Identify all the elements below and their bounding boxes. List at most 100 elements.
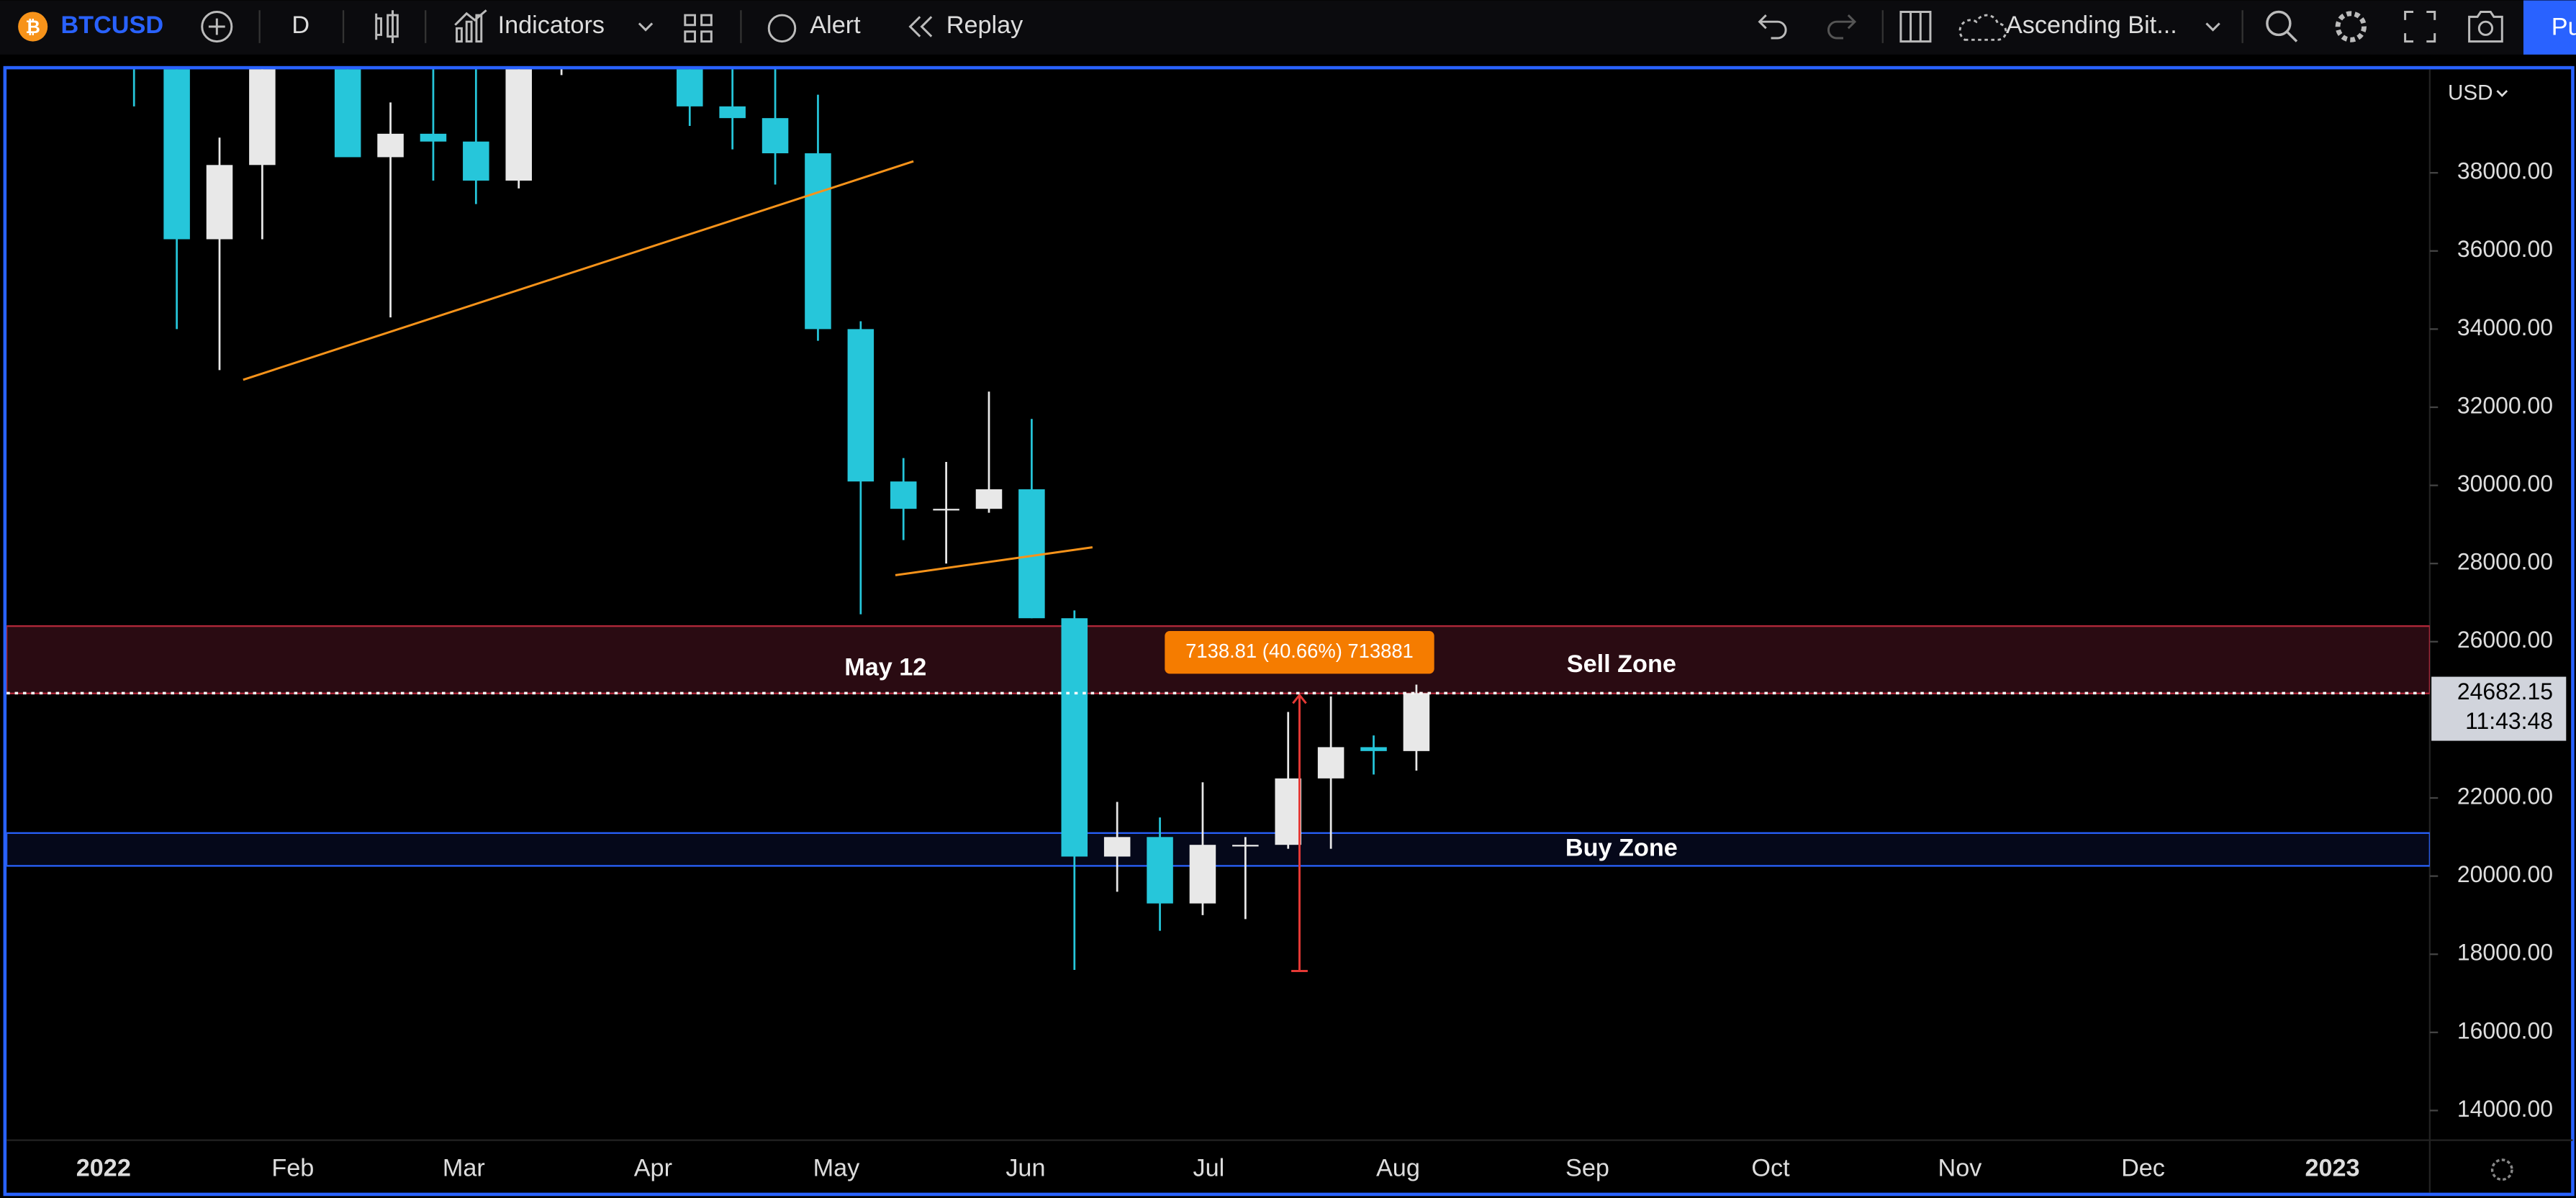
indicators[interactable]: Indicators — [498, 12, 605, 39]
add-symbol[interactable] — [201, 11, 233, 43]
candle-body — [1275, 778, 1301, 845]
candle-body — [677, 69, 703, 106]
candle-body — [890, 481, 917, 509]
price-tick-label: 30000.00 — [2457, 471, 2553, 496]
currency[interactable]: USD — [2448, 81, 2493, 104]
candle-body — [805, 153, 831, 330]
time-label: Feb — [271, 1155, 314, 1182]
candle-body — [249, 69, 276, 165]
snapshot[interactable] — [2468, 11, 2503, 43]
time-label: 2022 — [76, 1155, 131, 1182]
price-tick-label: 26000.00 — [2457, 627, 2553, 653]
candles — [132, 69, 1430, 970]
toolbar: ₿ BTCUSD D Indicators Alert Replay Ascen… — [0, 0, 2576, 55]
buy-zone-label: Buy Zone — [1565, 835, 1678, 862]
layout-name[interactable]: Ascending Bit... — [2006, 12, 2177, 39]
layout-select[interactable] — [1899, 11, 1932, 43]
candle-body — [505, 69, 532, 181]
candle-body — [1360, 747, 1387, 751]
candle-body — [206, 165, 233, 240]
candle-body — [377, 133, 404, 158]
candle-body — [933, 509, 959, 511]
alert-icon — [767, 14, 797, 43]
redo[interactable] — [1827, 14, 1857, 40]
templates[interactable] — [684, 14, 713, 43]
axis-settings[interactable] — [2490, 1158, 2513, 1181]
price-tick-label: 36000.00 — [2457, 236, 2553, 262]
candle-body — [463, 141, 489, 181]
time-label: Mar — [443, 1155, 485, 1182]
time-label: Nov — [1938, 1155, 1982, 1182]
search-handle — [2286, 30, 2298, 42]
currency-dropdown[interactable] — [2496, 90, 2508, 97]
last-price-box — [2431, 676, 2567, 741]
candle-body — [1103, 837, 1131, 857]
cloud-icon — [1958, 14, 2007, 41]
candle-body — [1232, 845, 1259, 847]
sell-zone-label: Sell Zone — [1567, 650, 1676, 678]
time-label: May — [813, 1155, 861, 1182]
candle-body — [975, 489, 1003, 509]
chart-type[interactable] — [375, 10, 399, 43]
time-label: Aug — [1376, 1155, 1420, 1182]
chart-frame — [3, 65, 2575, 1197]
bitcoin-glyph: ₿ — [25, 17, 40, 37]
price-tick-label: 34000.00 — [2457, 314, 2553, 340]
price-tick-label: 32000.00 — [2457, 392, 2553, 418]
dropdown[interactable] — [638, 22, 654, 32]
publish[interactable]: Pu — [2552, 13, 2576, 40]
price-tick-label: 16000.00 — [2457, 1017, 2553, 1043]
candle-body — [334, 69, 361, 158]
time-axis: 2022 Feb Mar Apr May Jun Jul Aug Sep Oct Nov Dec 202… — [76, 1155, 2360, 1182]
countdown: 11:43:48 — [2465, 708, 2553, 734]
trend-line — [895, 546, 1093, 576]
settings[interactable] — [2335, 11, 2367, 42]
search[interactable] — [2266, 10, 2292, 37]
time-label: Oct — [1751, 1155, 1790, 1182]
fullscreen[interactable] — [2404, 11, 2436, 43]
symbol[interactable]: BTCUSD — [60, 12, 163, 39]
publish-button[interactable] — [2523, 0, 2576, 55]
last-price-label: 24682.15 — [2457, 679, 2553, 704]
date-annotation: May 12 — [844, 654, 926, 681]
candle-body — [1061, 618, 1088, 857]
measure-arrow — [1291, 693, 1308, 972]
trend-line — [243, 160, 914, 381]
alert[interactable]: Alert — [810, 12, 861, 39]
candle-body — [1189, 845, 1216, 904]
price-tick-label: 18000.00 — [2457, 940, 2553, 966]
add-symbol-plus — [208, 18, 225, 35]
symbol-icon — [18, 12, 48, 42]
undo[interactable] — [1758, 14, 1787, 40]
measure-label-box — [1165, 631, 1434, 674]
dropdown[interactable] — [2205, 22, 2220, 32]
replay-icon — [908, 16, 933, 37]
candle-body — [163, 69, 190, 240]
buy-zone-box — [6, 832, 2430, 867]
price-tick-label: 14000.00 — [2457, 1096, 2553, 1122]
interval[interactable]: D — [292, 12, 309, 39]
candle-body — [1403, 693, 1430, 751]
price-tick-label: 28000.00 — [2457, 549, 2553, 575]
replay[interactable]: Replay — [946, 12, 1023, 39]
time-label: 2023 — [2305, 1155, 2359, 1182]
snapshot-lens — [2477, 20, 2494, 36]
time-label: Jun — [1005, 1155, 1045, 1182]
price-tick-label: 20000.00 — [2457, 861, 2553, 887]
candle-body — [761, 118, 789, 154]
time-label: Apr — [634, 1155, 672, 1182]
candle-body — [1317, 747, 1345, 779]
measure-label: 7138.81 (40.66%) 713881 — [1185, 640, 1414, 662]
time-label: Dec — [2121, 1155, 2165, 1182]
candle-body — [1147, 837, 1173, 904]
plot — [6, 69, 2430, 972]
time-label: Sep — [1565, 1155, 1609, 1182]
price-tick-label: 38000.00 — [2457, 158, 2553, 184]
candle-body — [847, 329, 875, 482]
candle-body — [420, 133, 447, 142]
time-label: Jul — [1193, 1155, 1225, 1182]
candle-body — [719, 106, 746, 119]
